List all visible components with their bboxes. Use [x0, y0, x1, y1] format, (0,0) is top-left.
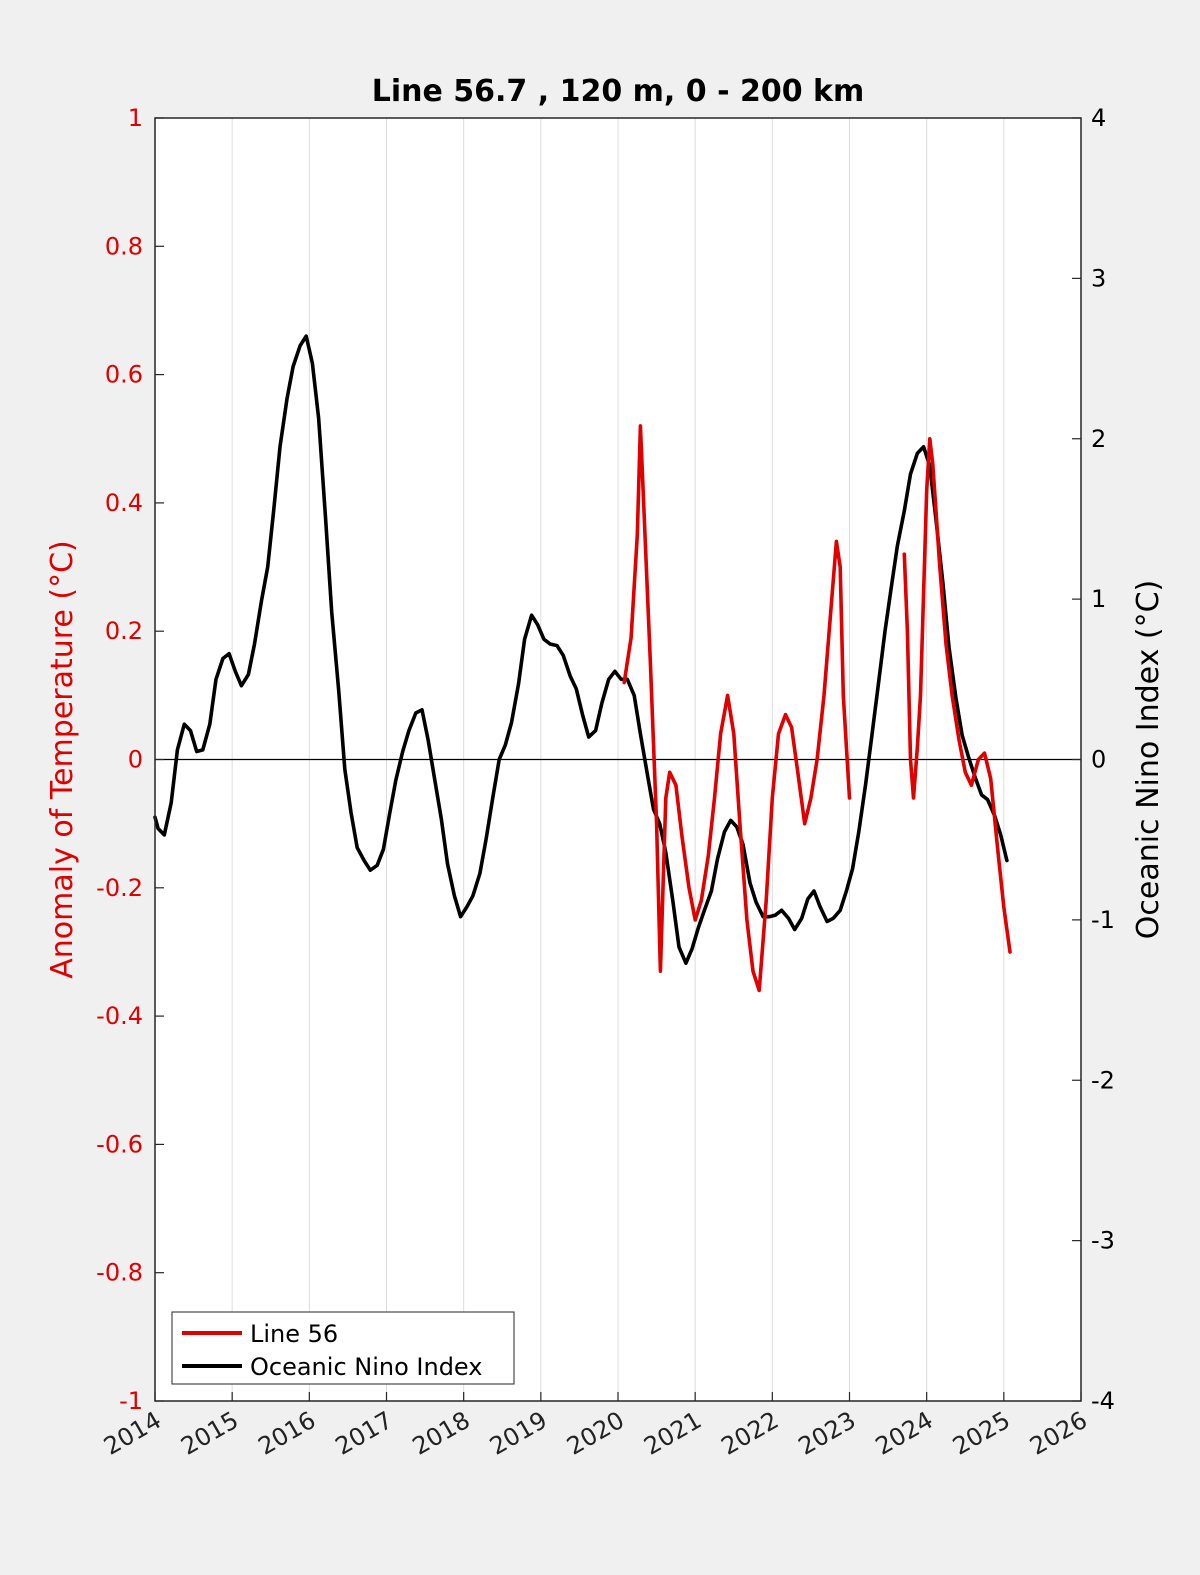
- y-right-tick-label: -4: [1091, 1387, 1115, 1415]
- y-right-tick-label: 0: [1091, 746, 1106, 774]
- y-axis-label-right: Oceanic Nino Index (°C): [1131, 580, 1166, 940]
- legend-label-line56: Line 56: [250, 1320, 338, 1348]
- y-left-tick-label: 1: [128, 104, 143, 132]
- y-right-tick-label: 4: [1091, 104, 1106, 132]
- y-left-tick-label: 0.4: [105, 489, 143, 517]
- legend: Line 56 Oceanic Nino Index: [171, 1311, 515, 1385]
- legend-label-oni: Oceanic Nino Index: [250, 1353, 482, 1381]
- y-left-tick-label: 0.2: [105, 617, 143, 645]
- y-right-tick-label: 3: [1091, 264, 1106, 292]
- y-left-tick-label: 0: [128, 746, 143, 774]
- y-right-tick-label: -1: [1091, 906, 1115, 934]
- y-left-tick-label: 0.6: [105, 361, 143, 389]
- y-left-tick-label: -0.6: [96, 1130, 143, 1158]
- legend-box: [171, 1311, 515, 1385]
- y-left-tick-label: 0.8: [105, 232, 143, 260]
- y-right-tick-label: -2: [1091, 1066, 1115, 1094]
- y-right-tick-label: 2: [1091, 425, 1106, 453]
- y-left-tick-label: -0.8: [96, 1259, 143, 1287]
- series-line56-line: [902, 437, 1012, 954]
- chart-title: Line 56.7 , 120 m, 0 - 200 km: [372, 74, 865, 109]
- y-right-tick-label: -3: [1091, 1227, 1115, 1255]
- series-layer: [153, 334, 1012, 993]
- y-axis-label-left: Anomaly of Temperature (°C): [45, 540, 80, 979]
- series-line56-line: [622, 424, 852, 993]
- y-left-tick-label: -0.2: [96, 874, 143, 902]
- y-left-tick-label: -0.4: [96, 1002, 143, 1030]
- series-oni-line: [153, 334, 1009, 965]
- y-left-tick-label: -1: [119, 1387, 143, 1415]
- y-right-tick-label: 1: [1091, 585, 1106, 613]
